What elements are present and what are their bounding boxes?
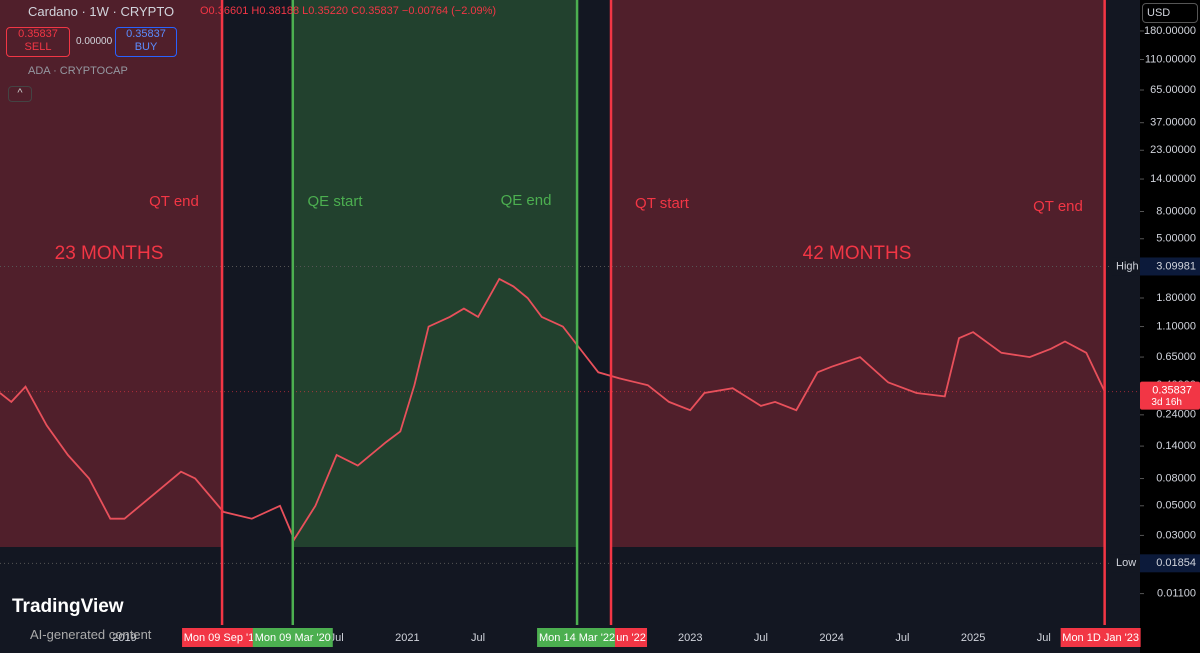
y-tick-label: 110.00000	[1145, 53, 1196, 65]
watermark: TradingView	[12, 596, 124, 617]
y-tick-label: 0.24000	[1156, 409, 1196, 421]
x-tick-label: Jul	[754, 632, 768, 644]
buy-label: BUY	[134, 41, 158, 53]
y-tick-label: 180.00000	[1144, 25, 1196, 37]
buy-price: 0.35837	[126, 28, 166, 40]
price-tag	[1112, 554, 1140, 573]
y-tick-label: 0.08000	[1156, 472, 1196, 484]
date-tag-label: Mon 14 Mar '22	[539, 632, 615, 644]
open: O0.36601	[200, 5, 249, 17]
annotation: 23 MONTHS	[55, 243, 164, 264]
price-tag-value: 0.01854	[1156, 557, 1196, 569]
x-tick-label: Jul	[330, 632, 344, 644]
date-tag	[252, 628, 333, 647]
last-price-tag	[1140, 381, 1200, 410]
annotation: 42 MONTHS	[803, 243, 912, 264]
date-tag-label: Mon 09 Sep '19	[184, 632, 261, 644]
high: H0.38188	[251, 5, 300, 17]
sell-price: 0.35837	[18, 28, 58, 40]
date-tag	[537, 628, 618, 647]
sell-button[interactable]: 0.35837 SELL	[6, 27, 70, 57]
low: L0.35220	[302, 5, 349, 17]
spread: 0.00000	[76, 36, 113, 47]
countdown: 3d 16h	[1151, 397, 1182, 408]
x-tick-label: Jul	[895, 632, 909, 644]
indicator[interactable]: ADA · CRYPTOCAP	[28, 65, 128, 77]
annotation: QE end	[501, 192, 552, 209]
period-shade	[611, 0, 1105, 547]
last-price: 0.35837	[1152, 384, 1192, 396]
y-tick-label: 23.00000	[1150, 144, 1196, 156]
change: −0.00764 (−2.09%)	[401, 5, 497, 17]
price-tag	[1140, 257, 1200, 276]
period-shade	[0, 0, 223, 547]
date-tag	[182, 628, 263, 647]
collapse-button[interactable]: ^	[8, 86, 32, 102]
y-tick-label: 0.14000	[1156, 440, 1196, 452]
y-tick-label: 0.65000	[1156, 351, 1196, 363]
sell-label: SELL	[24, 41, 52, 53]
date-tag-label: Mon 1D Jan '23	[1062, 632, 1139, 644]
price-tag-label: Low	[1116, 557, 1136, 569]
x-tick-label: 2024	[819, 632, 843, 644]
x-tick-label: 2023	[678, 632, 702, 644]
date-tag	[1060, 628, 1141, 647]
y-tick-label: 0.03000	[1156, 529, 1196, 541]
currency[interactable]: USD	[1142, 3, 1198, 23]
annotation: QT start	[635, 195, 690, 212]
x-tick-label: 2025	[961, 632, 985, 644]
footer-note: AI-generated content	[30, 627, 152, 642]
annotation: QT end	[1033, 198, 1083, 215]
annotation: QT end	[149, 193, 199, 210]
date-tag-label: un '22	[616, 632, 646, 644]
x-tick-label: Jul	[471, 632, 485, 644]
y-tick-label: 5.00000	[1156, 233, 1196, 245]
date-tag	[615, 628, 648, 647]
symbol[interactable]: Cardano · 1W · CRYPTO	[28, 4, 175, 19]
y-tick-label: 8.00000	[1156, 205, 1196, 217]
price-tag	[1140, 554, 1200, 573]
date-tag-label: Mon 09 Mar '20	[255, 632, 331, 644]
period-shade	[292, 0, 578, 547]
close: C0.35837	[351, 5, 399, 17]
x-tick-label: Jul	[1037, 632, 1051, 644]
x-tick-label: 2019	[112, 632, 136, 644]
x-tick-label: 2021	[395, 632, 419, 644]
price-tag-label: High	[1116, 260, 1139, 272]
annotation: QE start	[307, 193, 363, 210]
price-line	[0, 277, 1106, 542]
price-axis	[1140, 0, 1200, 653]
y-tick-label: 1.10000	[1156, 320, 1196, 332]
y-tick-label: 1.80000	[1156, 292, 1196, 304]
y-tick-label: 37.00000	[1150, 117, 1196, 129]
price-tag-value: 3.09981	[1156, 260, 1196, 272]
y-tick-label: 14.00000	[1150, 173, 1196, 185]
y-tick-label: 65.00000	[1150, 84, 1196, 96]
buy-button[interactable]: 0.35837 BUY	[115, 27, 177, 57]
y-tick-label: 0.05000	[1156, 500, 1196, 512]
y-tick-label: 0.01100	[1157, 588, 1196, 600]
price-tag	[1112, 257, 1140, 276]
ohlc: O0.36601 H0.38188 L0.35220 C0.35837 −0.0…	[200, 5, 496, 17]
